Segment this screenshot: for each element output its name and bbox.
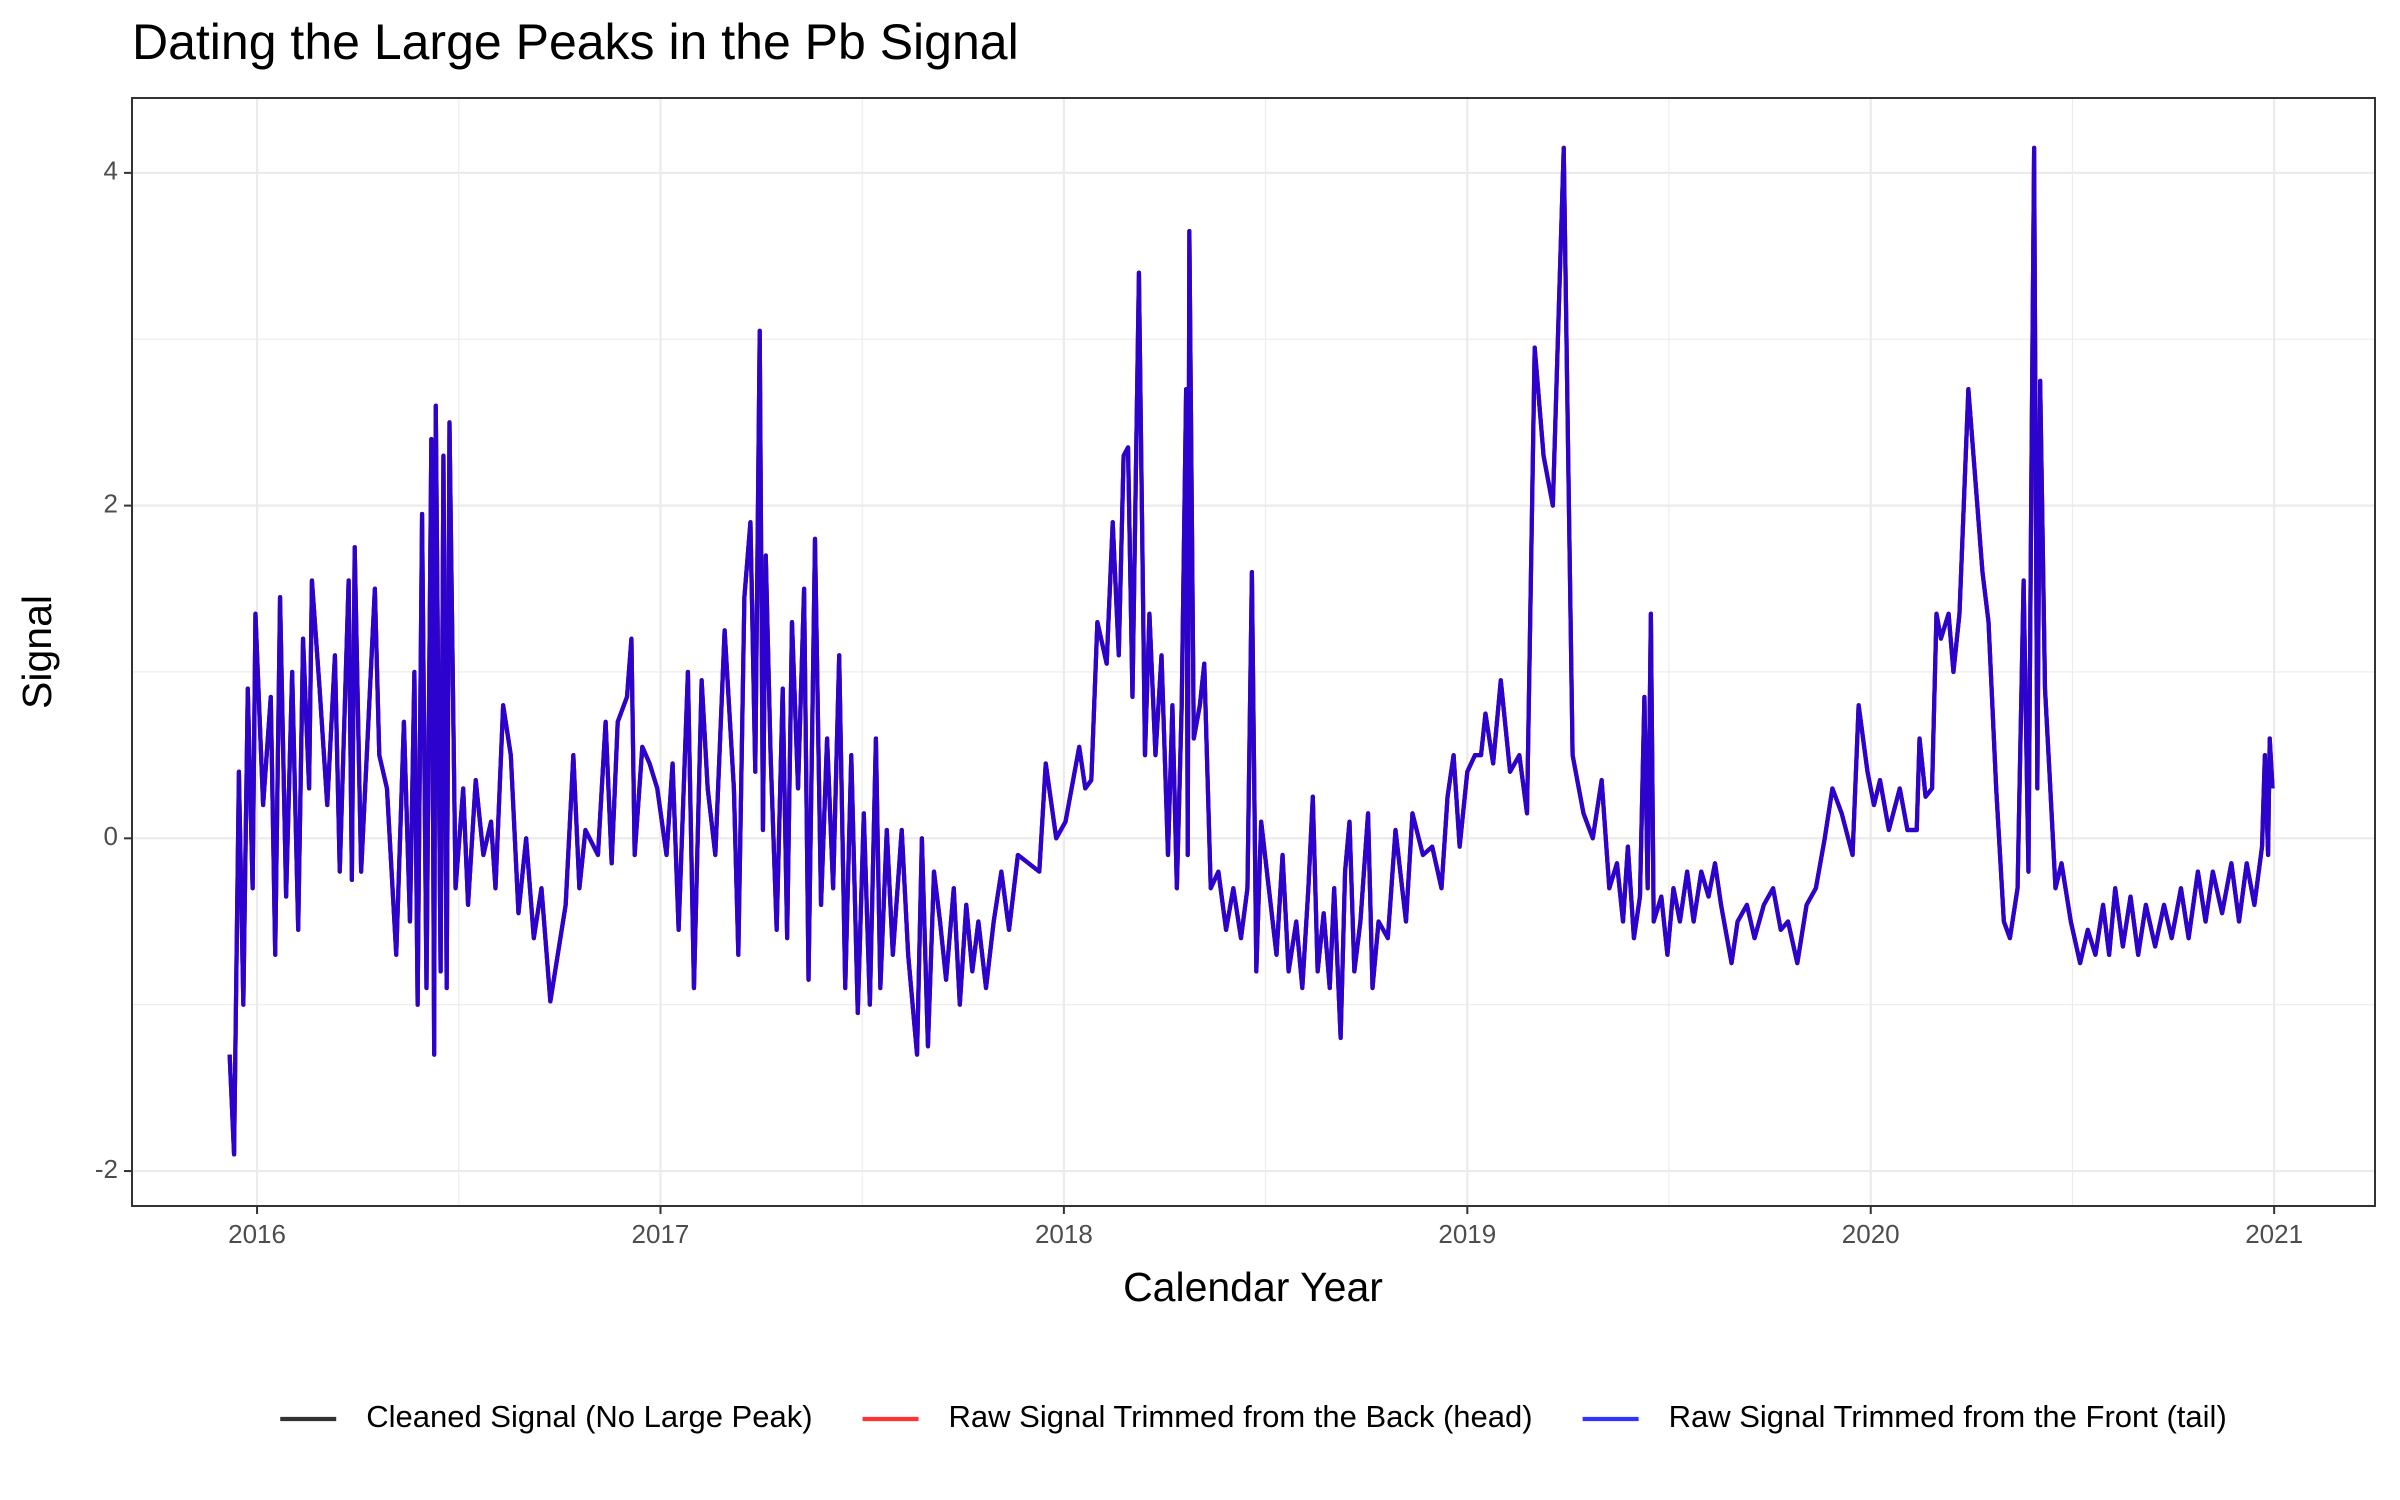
x-tick-label: 2019 bbox=[1438, 1219, 1496, 1249]
x-axis-title: Calendar Year bbox=[1123, 1264, 1383, 1310]
x-tick-label: 2016 bbox=[228, 1219, 286, 1249]
y-tick-label: 0 bbox=[104, 821, 118, 851]
y-tick-label: 2 bbox=[104, 488, 118, 518]
chart-title: Dating the Large Peaks in the Pb Signal bbox=[132, 14, 1019, 70]
series-line bbox=[227, 145, 2275, 1157]
grid bbox=[132, 98, 2375, 1206]
legend-item: Cleaned Signal (No Large Peak) bbox=[280, 1399, 813, 1434]
legend: Cleaned Signal (No Large Peak) Raw Signal… bbox=[280, 1399, 2227, 1434]
x-tick-label: 2021 bbox=[2245, 1219, 2303, 1249]
legend-item: Raw Signal Trimmed from the Back (head) bbox=[862, 1399, 1533, 1434]
x-tick-label: 2018 bbox=[1035, 1219, 1093, 1249]
panel-border bbox=[131, 97, 2376, 1207]
legend-label: Cleaned Signal (No Large Peak) bbox=[366, 1399, 812, 1434]
y-tick-label: -2 bbox=[95, 1154, 118, 1184]
x-tick-label: 2020 bbox=[1842, 1219, 1900, 1249]
axes: 2016 2017 2018 2019 2020 2021 -2 0 2 4 bbox=[95, 97, 2376, 1249]
y-tick-label: 4 bbox=[104, 156, 118, 186]
lines bbox=[227, 145, 2275, 1157]
x-tick-label: 2017 bbox=[632, 1219, 690, 1249]
legend-label: Raw Signal Trimmed from the Front (tail) bbox=[1669, 1399, 2227, 1434]
legend-label: Raw Signal Trimmed from the Back (head) bbox=[949, 1399, 1533, 1434]
y-axis-title: Signal bbox=[14, 595, 60, 709]
legend-item: Raw Signal Trimmed from the Front (tail) bbox=[1582, 1399, 2227, 1434]
